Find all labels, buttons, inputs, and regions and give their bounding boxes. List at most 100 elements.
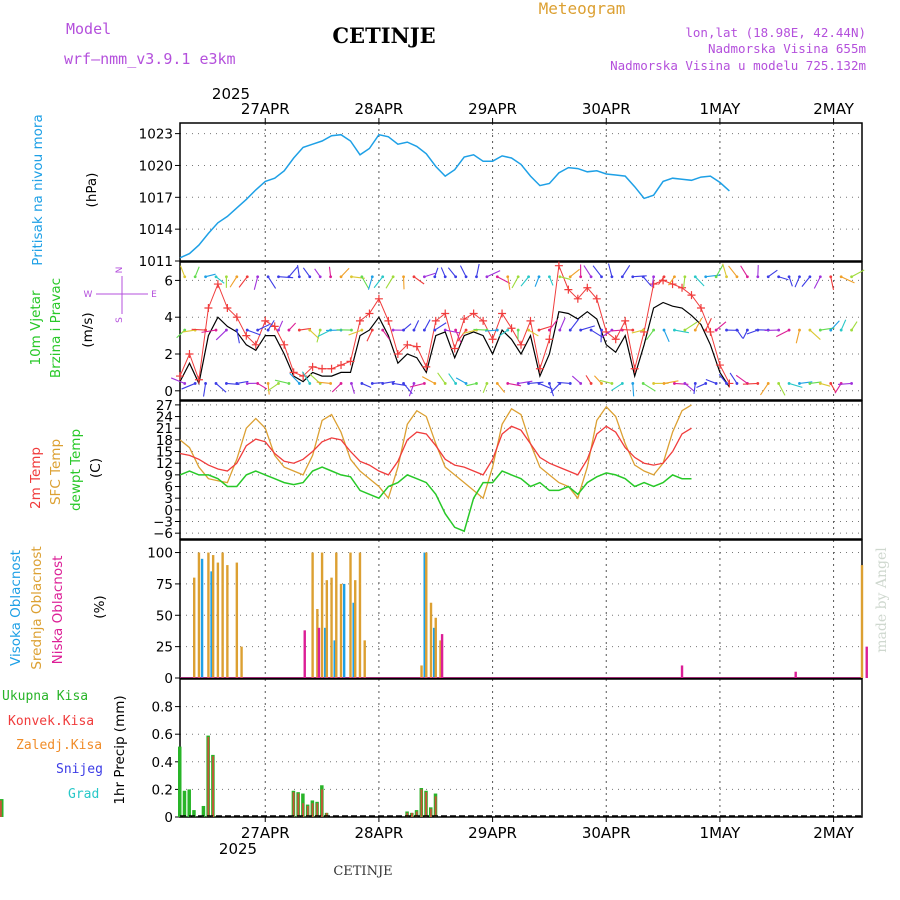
wind-title-line2: Brzina i Pravac [48,278,64,378]
wind-direction-arrow [718,374,727,384]
wind-direction-arrow [348,329,363,336]
wind-direction-arrow [440,267,446,277]
wind-arrow-head [704,328,708,332]
gust-marker [176,372,184,381]
wind-arrow-head [391,275,395,279]
wind-arrow-head [485,275,489,279]
wind-direction-arrow [809,329,821,340]
gust-marker [374,294,383,303]
cloud-bar [193,577,196,678]
wind-arrow-head [620,382,624,385]
wind-arrow-head [662,382,666,385]
precip-conv-bar [297,793,300,817]
wind-arrow-head [318,328,322,332]
gust-marker [678,283,687,292]
wind-arrow-head [652,382,656,385]
precip-conv-bar [292,792,295,817]
wind-arrow-head [527,275,530,279]
cloud-bar [342,583,346,678]
wind-arrow-head [662,275,666,279]
wind-direction-arrow [366,329,373,342]
wind-direction-arrow [830,383,837,393]
elevation-label: Nadmorska Visina 655m [708,41,866,56]
y-tick-label: 100 [147,546,173,562]
bottom-day-label: 1MAY [700,824,742,842]
wind-arrow-head [381,382,385,385]
wind-arrow-head [412,328,416,332]
wind-arrow-head [266,328,270,332]
wind-arrow-head [225,382,228,385]
bottom-day-label: 30APR [582,824,631,842]
gust-marker [280,340,289,349]
wind-direction-arrow [236,380,249,384]
y-tick-label: 2 [164,347,173,363]
gust-marker [308,362,317,371]
wind-direction-arrow [331,383,342,393]
y-tick-label: 6 [164,273,173,289]
wind-direction-arrow [424,272,436,278]
wind-direction-arrow [393,382,407,387]
wind-arrow-head [818,382,822,385]
wind-direction-arrow [683,276,686,288]
wind-arrow-head [183,328,187,332]
precip-legend-strat: Zaledj.Kisa [16,738,102,753]
wind-direction-arrow [528,381,544,384]
gust-marker [517,340,525,349]
cloud-bar [358,552,362,678]
footer-station: CETINJE [333,864,392,879]
wind-arrow-head [464,275,468,279]
gust-marker [422,362,431,371]
wind-arrow-head [339,382,343,385]
wind-arrow-head [527,328,530,332]
wind-arrow-head [714,382,718,385]
wind-arrow-head [485,382,489,385]
wind-direction-arrow [457,329,467,342]
wind-arrow-head [391,382,395,385]
wind-direction-arrow [548,276,554,286]
y-tick-label: 15 [156,445,173,461]
wind-arrow-head [808,328,812,332]
gust-marker [460,315,469,324]
wind-direction-arrow [795,329,801,344]
model-label: Model [66,20,111,38]
wind-direction-arrow [267,276,277,289]
wind-direction-arrow [651,276,655,288]
wind-direction-arrow [215,329,227,341]
cloud-bar [207,552,210,678]
wind-arrow-head [277,328,280,332]
wind-arrow-head [798,275,801,279]
wind-direction-arrow [851,321,858,331]
wind-arrow-head [579,275,583,279]
y-tick-label: 0 [164,384,173,400]
cloud-bar [432,627,436,678]
wind-arrow-head [798,382,801,385]
wind-direction-arrow [437,372,446,384]
y-tick-label: −3 [153,515,173,531]
wind-direction-arrow [580,325,595,331]
wind-arrow-head [558,275,562,279]
wind-arrow-head [641,328,645,332]
wind-arrow-head [350,275,353,279]
wind-arrow-head [235,328,239,332]
year-label-top: 2025 [212,85,250,103]
wind-direction-arrow [309,329,320,339]
wind-direction-arrow [809,381,822,384]
wind-arrow-head [725,382,728,385]
precip-total-bar [182,790,187,817]
wind-arrow-head [787,275,791,279]
wind-arrow-head [589,382,593,385]
wind-direction-arrow [462,329,477,335]
wind-arrow-head [329,382,333,385]
cloud-bar [226,565,229,678]
wind-direction-arrow [215,383,227,393]
wind-arrow-head [527,382,530,385]
cloud-bar [197,552,201,678]
wind-direction-arrow [507,382,522,387]
wind-direction-arrow [834,383,842,394]
wind-direction-arrow [760,383,769,396]
wind-direction-arrow [594,375,602,384]
y-tick-label: 1023 [139,127,173,143]
panels: 101110141017102010230246−6−3036912151821… [0,122,868,826]
wind-arrow-head [402,328,405,332]
